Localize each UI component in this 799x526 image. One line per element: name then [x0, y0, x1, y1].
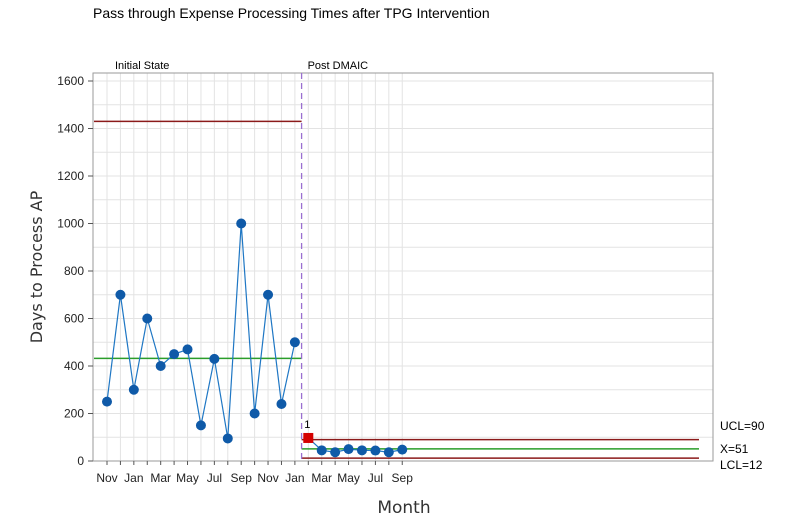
y-tick-label: 400: [64, 359, 84, 373]
chart-labels: Month Days to Process AP Initial State Post…: [27, 60, 765, 518]
y-tick-label: 1400: [57, 122, 84, 136]
y-axis-ticks: 0 200 400 600 800 1000 1200 1400 1600: [57, 74, 93, 468]
data-point: [115, 289, 126, 300]
x-tick-label: Nov: [257, 471, 278, 485]
x-tick-label: Sep: [231, 471, 253, 485]
x-tick-label: Jan: [124, 471, 143, 485]
plot-frame: [92, 72, 714, 462]
y-tick-label: 800: [64, 264, 84, 278]
flag-label: 1: [304, 419, 310, 431]
x-axis-ticks: Nov Jan Mar May Jul Sep Nov Jan Mar May Jul Sep: [96, 461, 413, 485]
y-tick-label: 600: [64, 312, 84, 326]
y-tick-label: 0: [77, 454, 84, 468]
chart-title: Pass through Expense Processing Times af…: [93, 5, 490, 21]
x-axis-label: Month: [377, 498, 430, 518]
data-point: [356, 445, 367, 456]
x-tick-label: Jul: [368, 471, 383, 485]
data-point: [222, 433, 233, 444]
grid-lines: [93, 73, 713, 461]
x-tick-label: Mar: [311, 471, 332, 485]
x-tick-label: May: [176, 471, 199, 485]
y-tick-label: 1600: [57, 74, 84, 88]
data-point: [370, 445, 381, 456]
center-label: X=51: [720, 442, 749, 456]
data-point: [182, 344, 193, 355]
data-point: [236, 218, 247, 229]
data-point: [330, 447, 341, 458]
data-point: [397, 444, 408, 455]
x-tick-label: Nov: [96, 471, 117, 485]
data-point: [209, 353, 220, 364]
data-point: [249, 408, 260, 419]
data-point: [263, 289, 274, 300]
lcl-label: LCL=12: [720, 458, 763, 472]
y-tick-label: 1200: [57, 169, 84, 183]
data-point: [128, 384, 139, 395]
ucl-label: UCL=90: [720, 419, 765, 433]
y-tick-label: 1000: [57, 217, 84, 231]
control-limits: [94, 73, 699, 461]
x-tick-label: Jan: [285, 471, 304, 485]
data-point: [169, 349, 180, 360]
x-tick-label: May: [337, 471, 360, 485]
data-point: [383, 447, 394, 458]
x-tick-label: Mar: [150, 471, 171, 485]
y-axis-label: Days to Process AP: [27, 190, 46, 343]
stage-label-initial: Initial State: [115, 60, 169, 72]
data-point: [316, 445, 327, 456]
data-series: [102, 218, 408, 458]
flagged-point: [303, 432, 314, 443]
data-point: [289, 337, 300, 348]
data-point: [155, 361, 166, 371]
data-point: [142, 313, 153, 324]
data-point: [102, 396, 112, 407]
data-point: [276, 399, 287, 409]
stage-label-post: Post DMAIC: [308, 60, 369, 72]
x-tick-label: Sep: [392, 471, 414, 485]
y-tick-label: 200: [64, 407, 84, 421]
data-point: [343, 444, 354, 455]
x-tick-label: Jul: [207, 471, 222, 485]
data-point: [195, 420, 206, 431]
